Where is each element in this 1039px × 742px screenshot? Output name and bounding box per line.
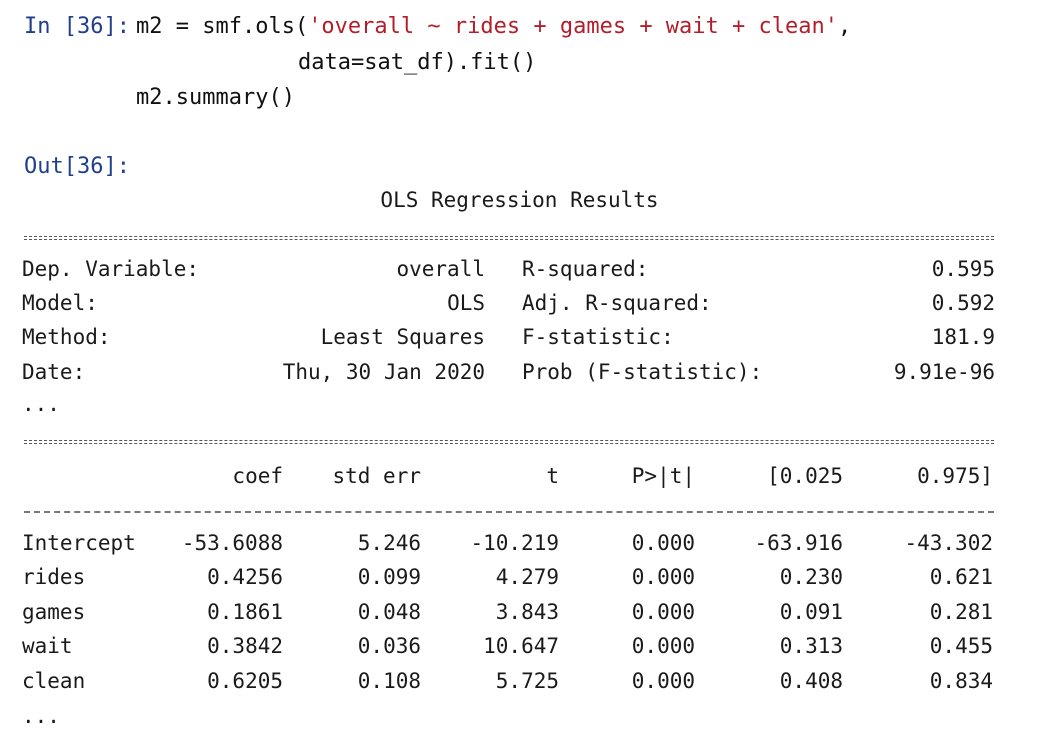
column-header: P>|t| (631, 464, 695, 488)
ellipsis: ... (22, 392, 60, 416)
info-label: Dep. Variable: (22, 257, 200, 281)
formula-string: 'overall ~ rides + games + wait + clean' (308, 14, 838, 39)
info-label: Method: (22, 325, 111, 349)
coef-value: 0.4256 (207, 565, 283, 589)
row-name: wait (22, 634, 73, 658)
ci-lower: -63.916 (754, 531, 843, 555)
code-text: m2 = smf.ols( (136, 14, 309, 39)
column-header: t (546, 464, 559, 488)
p-value: 0.000 (631, 565, 695, 589)
column-header: [0.025 (767, 464, 843, 488)
t-value: 10.647 (483, 634, 559, 658)
info-value: 0.592 (931, 291, 995, 315)
column-header: coef (232, 464, 283, 488)
info-value: 9.91e-96 (893, 360, 995, 384)
stderr-value: 0.036 (357, 634, 421, 658)
coef-value: 0.1861 (207, 600, 283, 624)
p-value: 0.000 (631, 531, 695, 555)
p-value: 0.000 (631, 600, 695, 624)
info-label: F-statistic: (522, 325, 674, 349)
code-text: , (838, 14, 852, 39)
t-value: 5.725 (495, 669, 559, 693)
ci-lower: 0.313 (779, 634, 843, 658)
stderr-value: 5.246 (357, 531, 421, 555)
row-name: rides (22, 565, 86, 589)
t-value: -10.219 (470, 531, 559, 555)
ci-upper: 0.455 (929, 634, 993, 658)
info-value: 0.595 (931, 257, 995, 281)
info-value: 181.9 (931, 325, 995, 349)
info-value: overall (396, 257, 485, 281)
row-name: games (22, 600, 86, 624)
ci-lower: 0.230 (779, 565, 843, 589)
code-line-2[interactable]: data=sat_df).fit() (298, 50, 537, 75)
double-rule (24, 236, 994, 240)
output-prompt: Out[36]: (24, 154, 130, 179)
code-line-3[interactable]: m2.summary() (136, 85, 295, 110)
stderr-value: 0.048 (357, 600, 421, 624)
p-value: 0.000 (631, 669, 695, 693)
info-value: OLS (447, 291, 485, 315)
row-name: Intercept (22, 531, 136, 555)
info-value: Least Squares (320, 325, 485, 349)
coef-value: 0.6205 (207, 669, 283, 693)
ellipsis: ... (22, 704, 60, 728)
code-line-1[interactable]: m2 = smf.ols('overall ~ rides + games + … (136, 14, 851, 39)
double-rule (24, 440, 994, 444)
dashed-rule (24, 511, 994, 513)
column-header: std err (332, 464, 421, 488)
summary-title: OLS Regression Results (380, 188, 659, 212)
coef-value: -53.6088 (181, 531, 283, 555)
ci-upper: -43.302 (904, 531, 993, 555)
stderr-value: 0.099 (357, 565, 421, 589)
info-label: R-squared: (522, 257, 649, 281)
ci-lower: 0.091 (779, 600, 843, 624)
input-prompt: In [36]: (24, 14, 130, 39)
ci-upper: 0.834 (929, 669, 993, 693)
p-value: 0.000 (631, 634, 695, 658)
stderr-value: 0.108 (357, 669, 421, 693)
ci-upper: 0.281 (929, 600, 993, 624)
row-name: clean (22, 669, 86, 693)
info-value: Thu, 30 Jan 2020 (282, 360, 485, 384)
t-value: 4.279 (495, 565, 559, 589)
info-label: Model: (22, 291, 98, 315)
ci-upper: 0.621 (929, 565, 993, 589)
t-value: 3.843 (495, 600, 559, 624)
ci-lower: 0.408 (779, 669, 843, 693)
info-label: Prob (F-statistic): (522, 360, 763, 384)
coef-value: 0.3842 (207, 634, 283, 658)
info-label: Adj. R-squared: (522, 291, 712, 315)
column-header: 0.975] (917, 464, 993, 488)
info-label: Date: (22, 360, 86, 384)
